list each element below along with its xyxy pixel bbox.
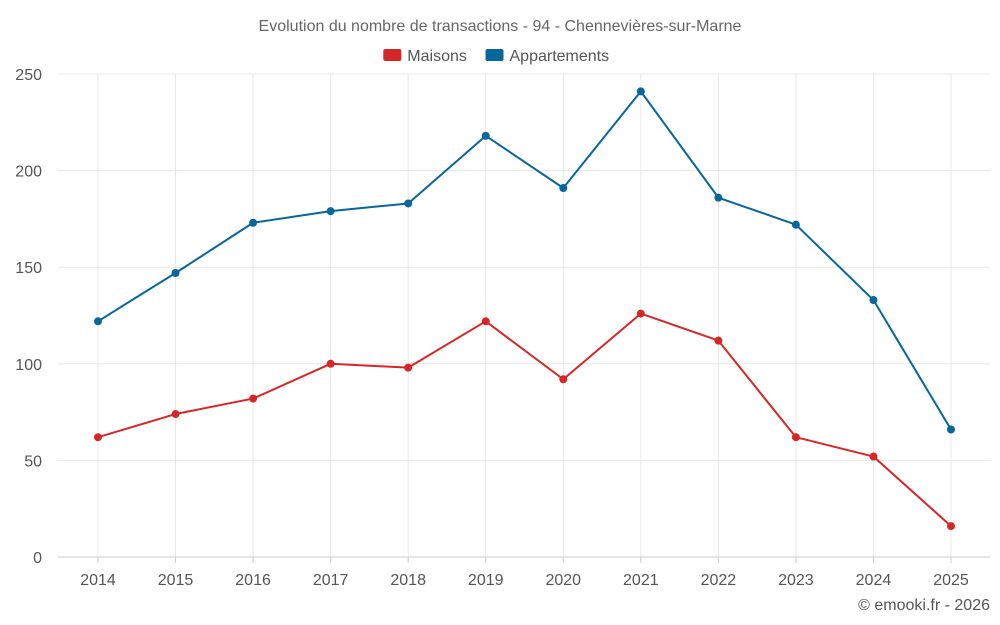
legend-swatch <box>383 49 402 61</box>
chart-title: Evolution du nombre de transactions - 94… <box>259 18 742 35</box>
data-point[interactable] <box>559 183 568 192</box>
data-point[interactable] <box>791 433 800 442</box>
data-point[interactable] <box>559 375 568 384</box>
y-tick-label: 150 <box>15 260 42 277</box>
data-point[interactable] <box>326 359 335 368</box>
x-tick-label: 2020 <box>545 572 581 589</box>
x-tick-label: 2018 <box>390 572 426 589</box>
footer-credit: © emooki.fr - 2026 <box>858 597 990 614</box>
x-tick-label: 2019 <box>468 572 504 589</box>
series-maisons <box>94 309 955 531</box>
data-point[interactable] <box>94 433 102 442</box>
x-tick-label: 2014 <box>80 572 116 589</box>
grid <box>58 73 990 557</box>
y-tick-label: 100 <box>15 357 42 374</box>
data-point[interactable] <box>326 207 335 216</box>
y-tick-label: 250 <box>15 67 42 84</box>
legend-item-maisons[interactable]: Maisons <box>383 48 467 65</box>
legend: Maisons Appartements <box>383 48 609 65</box>
axes: 0 50 100 150 200 250 2014 2015 2016 2017 2018 2019 2… <box>15 67 990 589</box>
series-appartements <box>94 87 955 434</box>
y-tick-label: 200 <box>15 164 42 181</box>
legend-item-appartements[interactable]: Appartements <box>485 48 610 65</box>
data-point[interactable] <box>869 296 878 305</box>
legend-swatch <box>485 49 504 61</box>
series-line <box>97 90 952 431</box>
series-line <box>97 312 952 527</box>
data-point[interactable] <box>249 218 258 227</box>
data-point[interactable] <box>947 522 955 531</box>
x-tick-label: 2021 <box>623 572 659 589</box>
x-tick-label: 2022 <box>701 572 737 589</box>
x-tick-label: 2015 <box>158 572 194 589</box>
legend-label: Appartements <box>510 48 610 65</box>
data-point[interactable] <box>636 87 645 96</box>
x-tick-label: 2016 <box>235 572 271 589</box>
data-point[interactable] <box>249 394 258 403</box>
data-point[interactable] <box>94 317 102 326</box>
x-tick-label: 2017 <box>313 572 349 589</box>
data-point[interactable] <box>171 410 180 419</box>
y-tick-label: 50 <box>24 453 42 470</box>
data-point[interactable] <box>481 317 490 326</box>
data-point[interactable] <box>171 268 180 277</box>
data-point[interactable] <box>791 220 800 229</box>
data-point[interactable] <box>404 199 413 208</box>
data-point[interactable] <box>481 131 490 140</box>
data-point[interactable] <box>947 425 955 434</box>
data-point[interactable] <box>404 363 413 372</box>
x-tick-label: 2024 <box>856 572 892 589</box>
data-point[interactable] <box>714 193 723 202</box>
x-tick-label: 2023 <box>778 572 814 589</box>
data-point[interactable] <box>636 309 645 318</box>
y-tick-label: 0 <box>33 550 42 567</box>
x-tick-label: 2025 <box>933 572 969 589</box>
series-layer <box>94 87 955 531</box>
data-point[interactable] <box>869 452 878 461</box>
data-point[interactable] <box>714 336 723 345</box>
legend-label: Maisons <box>407 48 467 65</box>
